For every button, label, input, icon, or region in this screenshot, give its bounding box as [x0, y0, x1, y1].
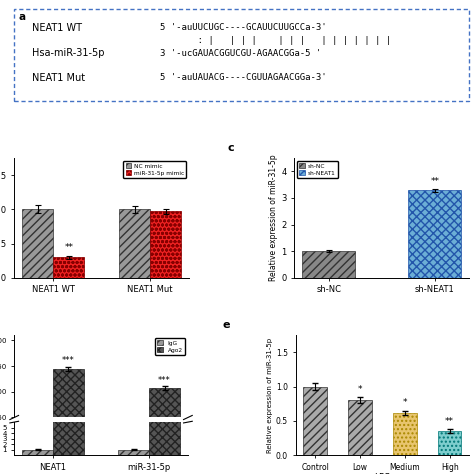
Text: NEAT1 Mut: NEAT1 Mut [32, 73, 85, 83]
X-axis label: LPS: LPS [374, 473, 391, 474]
Legend: sh-NC, sh-NEAT1: sh-NC, sh-NEAT1 [297, 161, 338, 178]
Bar [348, 400, 372, 455]
Text: *: * [358, 385, 362, 394]
Bar [53, 257, 84, 278]
Text: **: ** [445, 417, 454, 426]
Text: : |   | | |    | | |   | | | | | | |: : | | | | | | | | | | | | | | [160, 36, 391, 45]
Bar [53, 369, 84, 474]
Text: 5 '-auUUCUGC----GCAUUCUUGCCa-3': 5 '-auUUCUGC----GCAUUCUUGCCa-3' [160, 23, 327, 32]
Y-axis label: Relative expression of miR-31-5p: Relative expression of miR-31-5p [269, 155, 278, 281]
Text: Hsa-miR-31-5p: Hsa-miR-31-5p [32, 48, 105, 58]
Bar [119, 210, 150, 278]
Bar [408, 191, 461, 278]
Legend: NC mimic, miR-31-5p mimic: NC mimic, miR-31-5p mimic [123, 161, 186, 178]
Bar [149, 0, 180, 455]
Bar [302, 251, 355, 278]
Y-axis label: Relative expression of miR-31-5p: Relative expression of miR-31-5p [267, 337, 273, 453]
Text: 5 '-auUAUACG----CGUUAGAACGGa-3': 5 '-auUAUACG----CGUUAGAACGGa-3' [160, 73, 327, 82]
Text: e: e [223, 320, 230, 330]
Text: **: ** [64, 243, 73, 252]
Text: ***: *** [158, 375, 171, 384]
Bar [150, 211, 181, 278]
Text: *: * [402, 399, 407, 408]
Bar [149, 388, 180, 474]
Text: ***: *** [62, 356, 75, 365]
Text: **: ** [430, 177, 439, 186]
Bar [22, 210, 53, 278]
Text: c: c [228, 143, 234, 153]
Bar [303, 386, 327, 455]
Bar [22, 449, 53, 455]
Bar [53, 0, 84, 455]
Bar [438, 431, 461, 455]
Text: 3 '-ucGAUACGGUCGU-AGAACGGa-5 ': 3 '-ucGAUACGGUCGU-AGAACGGa-5 ' [160, 49, 321, 58]
Bar [393, 412, 417, 455]
Text: a: a [19, 12, 26, 22]
Bar [118, 449, 149, 455]
Legend: IgG, Ago2: IgG, Ago2 [155, 338, 185, 355]
Text: NEAT1 WT: NEAT1 WT [32, 23, 82, 33]
